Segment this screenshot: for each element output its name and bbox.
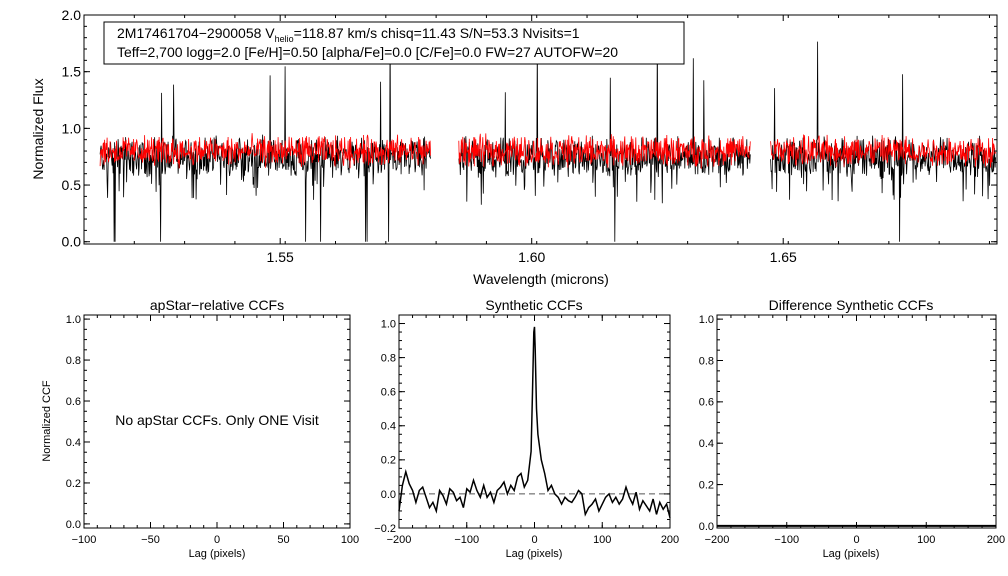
difference-ccf-x-tick-label: 0 — [853, 534, 859, 546]
synthetic-ccf-x-tick-label: 100 — [593, 534, 611, 546]
apstar-ccf-y-tick-label: 1.0 — [66, 314, 81, 326]
apstar-ccf-x-axis-label: Lag (pixels) — [189, 548, 246, 560]
difference-ccf-x-axis-label: Lag (pixels) — [823, 548, 880, 560]
apstar-ccf-x-tick-label: −100 — [72, 534, 97, 546]
spectrum-ticks: 1.55 1.60 1.65 0.0 0.5 1.0 1.5 2.0 — [62, 7, 997, 265]
apstar-ccf-x-tick-label: 0 — [214, 534, 220, 546]
model-spectrum-line — [99, 133, 996, 169]
apstar-ccf-x-tick-label: 50 — [277, 534, 289, 546]
spectrum-info-box-frame — [103, 21, 685, 65]
spectrum-x-axis-label: Wavelength (microns) — [473, 271, 609, 287]
spectrum-y-tick-label: 1.0 — [62, 120, 82, 136]
spectrum-y-tick-label: 0.0 — [62, 234, 82, 250]
synthetic-ccf-y-tick-label: 1.0 — [381, 318, 396, 330]
spectrum-info-box: 2M17461704−2900058 Vhelio=118.87 km/s ch… — [103, 21, 685, 65]
difference-ccf-y-tick-label: 0.4 — [699, 438, 714, 450]
difference-ccf-y-tick-label: 0.0 — [699, 521, 714, 533]
synthetic-ccf-title: Synthetic CCFs — [485, 297, 582, 313]
synthetic-ccf-y-tick-label: −0.2 — [374, 523, 396, 535]
difference-ccf-x-tick-label: 100 — [917, 534, 935, 546]
apstar-ccf-y-tick-label: 0.4 — [66, 437, 81, 449]
spectrum-y-tick-label: 1.5 — [62, 64, 82, 80]
synthetic-ccf-y-tick-label: 0.6 — [381, 387, 396, 399]
info-subscript: helio — [275, 34, 294, 44]
apstar-ccf-panel: apStar−relative CCFs −100 −50 0 50 100 0.0 0.2… — [41, 297, 359, 560]
apstar-ccf-x-tick-label: −50 — [141, 534, 160, 546]
spectrum-info-line-2: Teff=2,700 logg=2.0 [Fe/H]=0.50 [alpha/F… — [117, 44, 618, 60]
spectrum-plot-frame — [83, 14, 998, 245]
apstar-ccf-y-tick-label: 0.8 — [66, 355, 81, 367]
apstar-ccf-ticks: −100 −50 0 50 100 0.0 0.2 0.4 0.6 0.8 1.0 — [66, 314, 359, 546]
synthetic-ccf-x-tick-label: 0 — [531, 534, 537, 546]
synthetic-ccf-x-tick-label: −100 — [454, 534, 479, 546]
apstar-ccf-title: apStar−relative CCFs — [150, 297, 284, 313]
apstar-ccf-y-axis-label: Normalized CCF — [41, 380, 53, 462]
spectrum-y-axis-label: Normalized Flux — [30, 78, 46, 179]
difference-ccf-y-tick-label: 1.0 — [699, 314, 714, 326]
spectrum-y-tick-label: 0.5 — [62, 177, 82, 193]
synthetic-ccf-x-axis-label: Lag (pixels) — [506, 548, 563, 560]
synthetic-ccf-y-tick-label: 0.8 — [381, 352, 396, 364]
synthetic-ccf-panel: Synthetic CCFs −200 −100 0 100 200 −0.2 0.0 0.2… — [374, 297, 679, 560]
synthetic-ccf-x-tick-label: 200 — [661, 534, 679, 546]
spectrum-x-tick-label: 1.55 — [267, 249, 294, 265]
spectrum-x-tick-label: 1.60 — [518, 249, 545, 265]
synthetic-ccf-y-tick-label: 0.2 — [381, 455, 396, 467]
synthetic-ccf-y-tick-label: 0.4 — [381, 421, 396, 433]
apstar-ccf-y-tick-label: 0.0 — [66, 519, 81, 531]
spectrum-x-tick-label: 1.65 — [770, 249, 797, 265]
spectrum-y-tick-label: 2.0 — [62, 7, 82, 23]
apstar-ccf-y-tick-label: 0.6 — [66, 396, 81, 408]
difference-ccf-title: Difference Synthetic CCFs — [769, 297, 934, 313]
difference-ccf-panel: Difference Synthetic CCFs −200 −100 0 100 20… — [699, 297, 1005, 560]
apstar-ccf-x-tick-label: 100 — [341, 534, 359, 546]
synthetic-ccf-series-group — [398, 326, 671, 518]
difference-ccf-y-tick-label: 0.8 — [699, 355, 714, 367]
difference-ccf-plot-frame — [716, 314, 997, 529]
spectrum-series-group — [99, 27, 996, 242]
synthetic-ccf-ticks: −200 −100 0 100 200 −0.2 0.0 0.2 0.4 0.6 0.8 1.0 — [374, 314, 679, 546]
apstar-ccf-y-tick-label: 0.2 — [66, 478, 81, 490]
difference-ccf-y-tick-label: 0.2 — [699, 479, 714, 491]
difference-ccf-y-tick-label: 0.6 — [699, 397, 714, 409]
info-star-id: 2M17461704−2900058 V — [117, 25, 275, 41]
difference-ccf-x-tick-label: 200 — [987, 534, 1005, 546]
difference-ccf-x-tick-label: −200 — [705, 534, 730, 546]
difference-ccf-x-tick-label: −100 — [774, 534, 799, 546]
synthetic-ccf-line — [398, 326, 671, 518]
synthetic-ccf-x-tick-label: −200 — [387, 534, 412, 546]
spectrum-panel: 1.55 1.60 1.65 0.0 0.5 1.0 1.5 2.0 Wavelength (… — [30, 7, 998, 287]
spectrum-info-line-1: 2M17461704−2900058 Vhelio=118.87 km/s ch… — [117, 25, 580, 44]
info-parameters: =118.87 km/s chisq=11.43 S/N=53.3 Nvisit… — [294, 25, 580, 41]
difference-ccf-ticks: −200 −100 0 100 200 0.0 0.2 0.4 0.6 0.8 1.0 — [699, 314, 1005, 546]
synthetic-ccf-y-tick-label: 0.0 — [381, 489, 396, 501]
apstar-ccf-message: No apStar CCFs. Only ONE Visit — [115, 412, 319, 428]
